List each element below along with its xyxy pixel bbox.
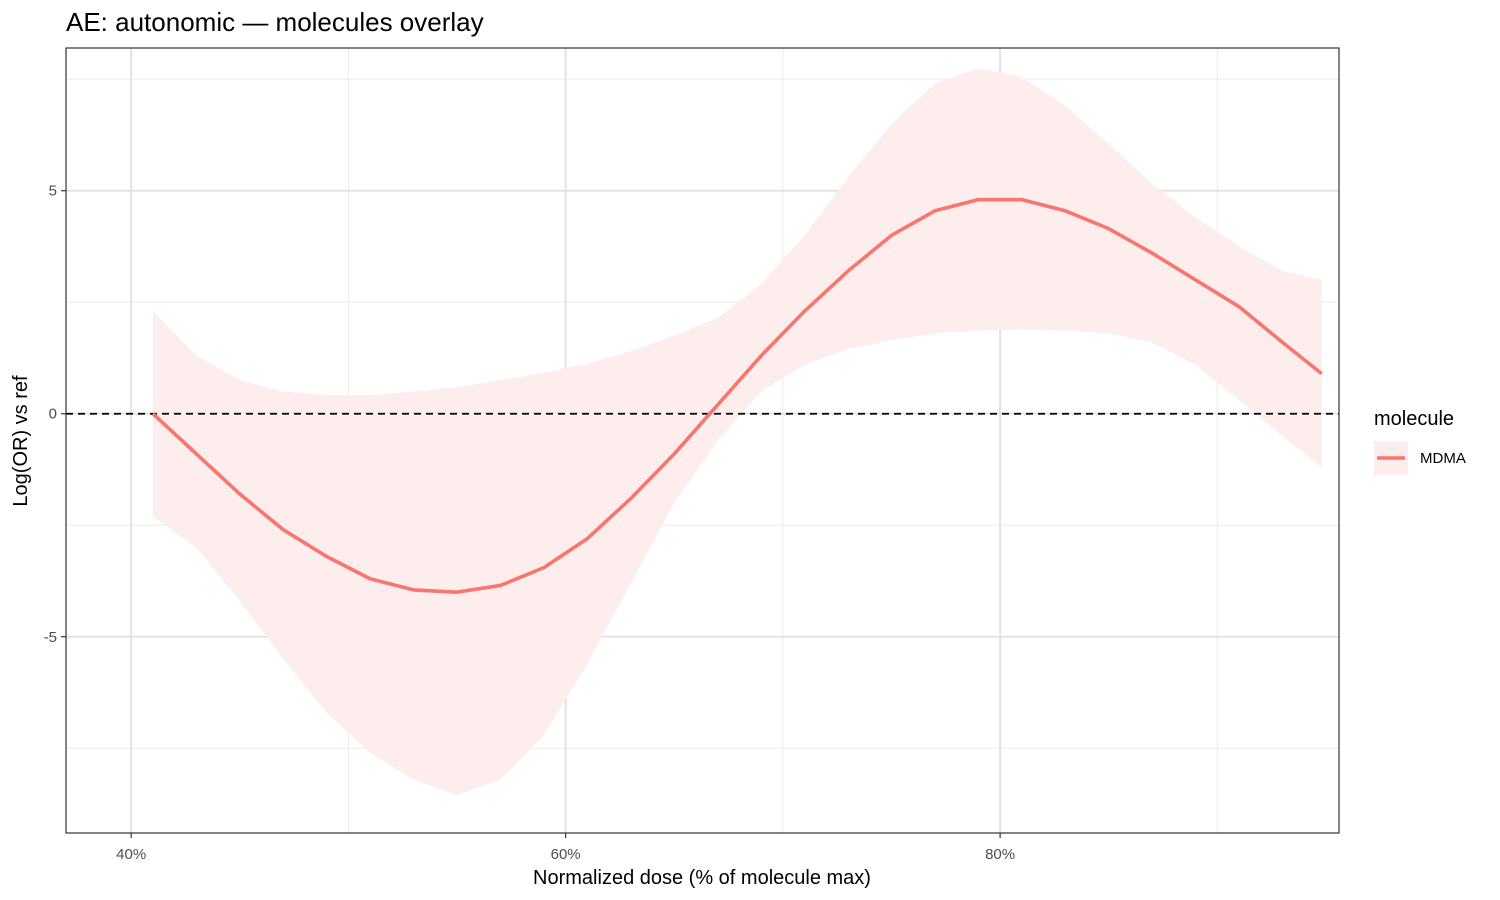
legend-label-mdma: MDMA (1420, 450, 1466, 467)
legend: molecule MDMA (1374, 408, 1466, 475)
confidence-ribbon-mdma (152, 68, 1322, 796)
x-axis-ticks: 40% 60% 80% (116, 833, 1015, 863)
x-tick-label: 60% (551, 846, 581, 863)
panel-border (65, 47, 1340, 834)
confidence-ribbons (152, 68, 1322, 796)
y-axis-title: Log(OR) vs ref (10, 375, 32, 507)
y-tick-label: -5 (44, 629, 57, 646)
x-axis-title: Normalized dose (% of molecule max) (533, 867, 871, 889)
y-axis-ticks: -5 0 5 (44, 183, 66, 646)
legend-title: molecule (1374, 408, 1454, 430)
y-tick-label: 5 (49, 183, 57, 200)
x-tick-label: 80% (985, 846, 1015, 863)
series-line-mdma (151, 197, 1323, 594)
chart-title: AE: autonomic — molecules overlay (66, 7, 484, 37)
series-lines (151, 197, 1323, 594)
y-tick-label: 0 (49, 406, 57, 423)
legend-items: MDMA (1374, 441, 1466, 475)
x-tick-label: 40% (116, 846, 146, 863)
